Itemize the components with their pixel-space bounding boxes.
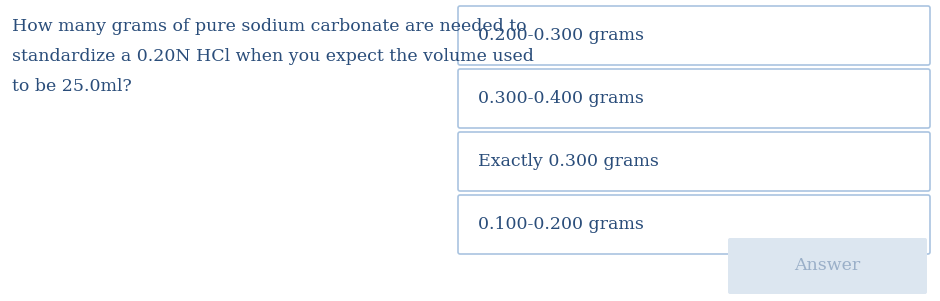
Text: 0.300-0.400 grams: 0.300-0.400 grams <box>478 90 644 107</box>
FancyBboxPatch shape <box>458 132 930 191</box>
FancyBboxPatch shape <box>458 195 930 254</box>
FancyBboxPatch shape <box>458 69 930 128</box>
Text: to be 25.0ml?: to be 25.0ml? <box>12 78 132 95</box>
Text: 0.100-0.200 grams: 0.100-0.200 grams <box>478 216 644 233</box>
Text: Answer: Answer <box>794 257 861 275</box>
FancyBboxPatch shape <box>458 6 930 65</box>
FancyBboxPatch shape <box>728 238 927 294</box>
Text: Exactly 0.300 grams: Exactly 0.300 grams <box>478 153 659 170</box>
Text: 0.200-0.300 grams: 0.200-0.300 grams <box>478 27 644 44</box>
Text: How many grams of pure sodium carbonate are needed to: How many grams of pure sodium carbonate … <box>12 18 526 35</box>
Text: standardize a 0.20N HCl when you expect the volume used: standardize a 0.20N HCl when you expect … <box>12 48 534 65</box>
